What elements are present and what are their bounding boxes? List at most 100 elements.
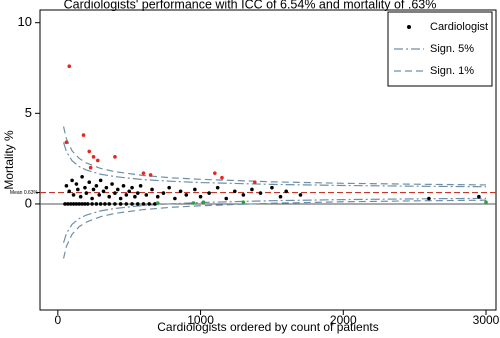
point [80,174,84,179]
point [241,200,246,204]
point [207,191,211,195]
plot-frame [39,9,497,311]
point [144,193,149,197]
point [70,178,74,183]
legend-box [387,11,493,87]
point [63,202,67,206]
point [161,191,166,195]
limit-line [62,126,487,186]
point [173,196,177,201]
point [101,189,106,194]
point [113,191,117,195]
point [215,185,220,190]
point [76,187,80,192]
point [66,202,70,206]
point [220,175,224,180]
point [124,193,129,197]
point [74,202,79,206]
point [141,202,146,206]
point [90,196,94,201]
point [118,196,123,201]
point [148,173,153,177]
point [91,155,96,159]
point [87,149,92,154]
point [135,191,140,195]
point [201,200,206,204]
point [118,202,123,206]
point [167,185,171,190]
point [193,187,197,192]
point [91,187,96,192]
point [258,191,263,195]
point [130,202,134,206]
point [84,191,89,195]
point [104,185,109,190]
point [88,165,93,170]
point [477,194,481,199]
limit-line [62,199,487,259]
point [270,185,274,190]
point [98,202,103,206]
point [133,194,137,199]
point [147,202,151,206]
point [298,193,303,197]
point [115,187,120,192]
point [71,202,76,206]
point [80,202,84,206]
point [94,202,99,206]
point [198,194,203,199]
point [64,184,69,188]
y-tick-label: 10 [18,14,32,29]
point [94,184,99,188]
point [127,189,132,194]
point [81,133,86,137]
y-axis-label: Mortality % [2,130,16,190]
point [224,196,229,201]
point [484,200,488,204]
point [141,171,146,175]
point [191,201,196,205]
point [130,185,134,190]
x-tick-label: 2000 [330,313,357,327]
point [113,202,117,206]
limit-line [62,197,487,243]
point [110,182,114,186]
point [67,64,72,68]
point [241,193,246,197]
point [77,202,82,206]
point [67,189,72,194]
point [178,189,183,194]
point [87,180,92,185]
point [71,193,76,197]
point [74,182,79,186]
point [121,184,126,188]
limit-line [62,142,487,188]
point [138,184,143,188]
legend-label: Sign. 1% [430,65,474,77]
x-tick-label: 1000 [187,313,214,327]
point [284,189,288,194]
point [213,171,217,175]
x-axis-label: Cardiologists ordered by count of patien… [157,320,378,334]
point [107,202,112,206]
point [68,202,73,206]
point [278,194,283,199]
legend-swatch [407,25,411,29]
point [83,202,87,206]
point [90,202,94,206]
x-tick-label: 0 [54,313,61,327]
point [155,194,160,199]
point [83,185,87,190]
point [150,187,154,192]
y-tick-label: 5 [25,105,32,120]
point [135,202,140,206]
point [107,194,112,199]
point [153,202,157,206]
point [78,194,83,199]
point [233,189,237,194]
point [252,180,257,185]
point [64,140,69,145]
point [113,155,117,159]
legend-label: Sign. 5% [430,43,474,55]
